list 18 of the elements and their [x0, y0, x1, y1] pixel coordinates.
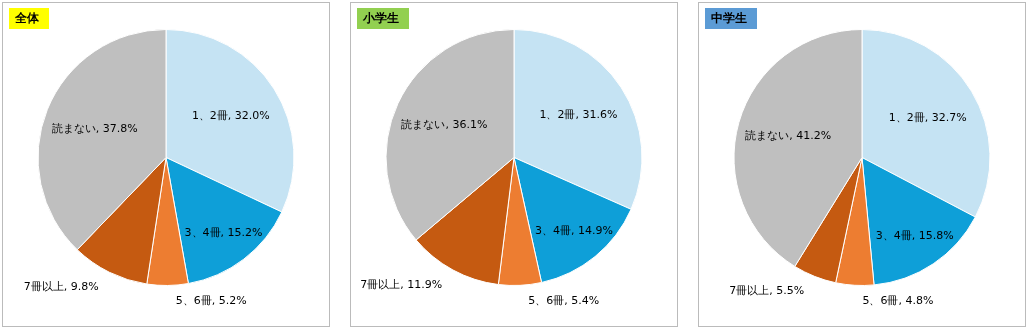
slice-label: 3、4冊, 14.9% — [535, 223, 613, 237]
slice-label: 7冊以上, 9.8% — [23, 280, 99, 294]
slice-label: 読まない, 41.2% — [745, 129, 832, 143]
slice-label: 7冊以上, 5.5% — [729, 284, 805, 298]
chart-title: 小学生 — [357, 8, 409, 29]
slice-label: 読まない, 36.1% — [401, 117, 488, 131]
slice-label: 1、2冊, 32.0% — [191, 109, 270, 123]
slice-label: 3、4冊, 15.2% — [184, 225, 263, 239]
chart-title: 全体 — [9, 8, 49, 29]
slice-label: 5、6冊, 5.4% — [528, 293, 600, 307]
slice-label: 1、2冊, 31.6% — [539, 108, 618, 122]
slice-label: 3、4冊, 15.8% — [875, 229, 954, 243]
slice-label: 1、2冊, 32.7% — [888, 110, 967, 124]
slice-label: 5、6冊, 5.2% — [175, 293, 247, 307]
slice-label: 5、6冊, 4.8% — [862, 293, 934, 307]
chart-title: 中学生 — [705, 8, 757, 29]
slice-label: 読まない, 37.8% — [51, 121, 138, 135]
slice-label: 7冊以上, 11.9% — [360, 277, 443, 291]
